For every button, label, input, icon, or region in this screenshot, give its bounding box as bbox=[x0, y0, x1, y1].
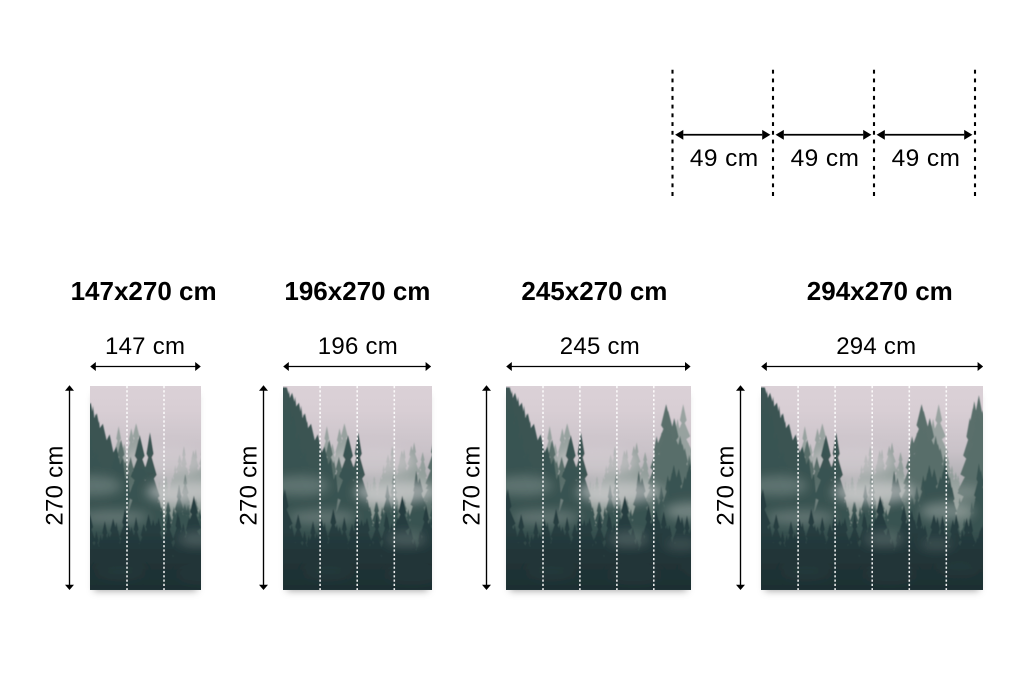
svg-text:49 cm: 49 cm bbox=[892, 145, 961, 172]
svg-text:49 cm: 49 cm bbox=[791, 145, 860, 172]
svg-text:49 cm: 49 cm bbox=[690, 145, 759, 172]
